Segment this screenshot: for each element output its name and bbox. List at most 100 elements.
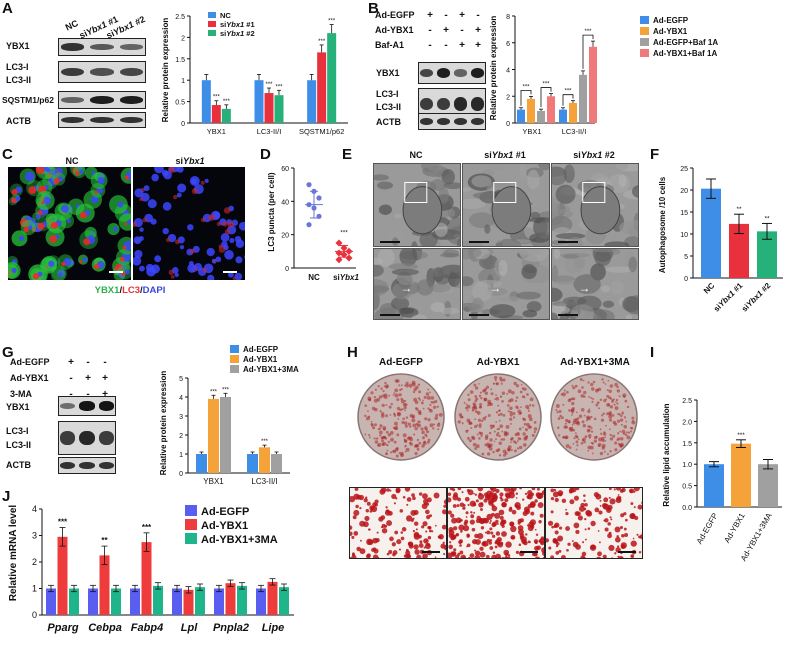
chart-f-y-tick-label: 20 [680,188,688,195]
chart-j-bar [214,588,224,615]
chart-f-y-tick-label: 5 [684,254,688,261]
panel-label-g: G [2,344,14,361]
chart-j-x-tick-label: Lpl [181,622,198,634]
y-axis-label: Relative protein expression [159,371,168,476]
western-blot-a-band [119,95,144,105]
tem-image-top-2 [462,163,550,247]
western-blot-a-band [119,43,144,51]
condition-mark: - [444,40,447,51]
western-blot-b-band [419,117,434,126]
condition-mark: + [102,373,108,384]
chart-i-y-tick-label: 0.0 [682,505,692,512]
chart-b-bar [547,96,555,123]
condition-mark: - [103,357,106,368]
chart-i-y-tick-label: 1.0 [682,462,692,469]
chart-a-bar [327,33,337,124]
western-blot-a-band [90,67,114,77]
chart-b-bar [517,109,525,123]
protein-label: YBX1 [6,41,30,51]
condition-mark: + [85,373,91,384]
chart-b-bar [527,98,535,123]
legend-label: siYbx1 #2 [220,29,255,38]
western-blot-b-band [436,97,451,111]
western-blot-b-band [470,97,485,111]
chart-f-y-tick-label: 10 [680,232,688,239]
chart-j-significance: ** [101,536,108,545]
western-blot-b-band [453,69,468,77]
chart-j: Relative mRNA level 0 1 2 3 4 *** Pparg ** Cebpa *… [8,504,294,634]
protein-label: YBX1 [6,402,30,412]
protein-label: LC3-II [376,102,401,112]
condition-mark: + [443,25,449,36]
chart-a-bar [317,52,327,123]
panel-c-legend: YBX1/LC3/DAPI [95,285,166,296]
y-axis-label: Autophagosome /10 cells [658,176,667,273]
chart-d-y-tick-label: 20 [281,233,289,240]
y-axis-label: LC3 puncta (per cell) [267,172,276,251]
chart-b-x-tick-label: YBX1 [522,127,541,136]
chart-d-y-tick-label: 40 [281,199,289,206]
condition-label: 3-MA [10,389,32,399]
svg-text:→: → [489,281,501,295]
chart-a-significance: *** [328,19,336,25]
condition-mark: + [68,357,74,368]
fluorescence-image-siybx1 [133,167,245,280]
chart-b-significance: *** [564,89,572,95]
tem-image-top-1 [373,163,461,247]
condition-label: Baf-A1 [375,40,404,50]
western-blot-b-band [453,117,468,126]
chart-j-bar [195,587,205,615]
chart-g-y-tick-label: 2 [179,433,183,440]
chart-j-x-tick-label: Pparg [47,622,78,634]
legend-swatch [208,12,216,18]
chart-i-bar [704,464,724,507]
y-axis-label: Relative lipid accumulation [662,403,671,506]
western-blot-b-band [419,68,434,78]
panel-g-conditions: Ad-EGFP + - - Ad-YBX1 - + +3-MA - - + [10,357,108,400]
panel-label-h: H [347,344,358,361]
chart-a-significance: *** [275,84,283,90]
condition-mark: - [86,357,89,368]
chart-j-bar [130,588,140,615]
chart-j-y-tick-label: 4 [32,504,37,514]
legend-label: Ad-YBX1 [201,520,248,532]
chart-i-y-tick-label: 2.0 [682,419,692,426]
chart-a: Relative protein expression 0 0.5 1 1.5 2 2.5 *… [161,11,348,136]
chart-a-bar [274,95,284,123]
chart-f-y-tick-label: 0 [684,276,688,283]
chart-a-significance: *** [265,82,273,88]
oil-red-stain-ad-ybx1-droplets [448,488,544,558]
western-blot-a-band [60,67,85,77]
chart-g-y-tick-label: 5 [179,376,183,383]
chart-i-x-tick-label: Ad-YBX1 [722,511,747,544]
panel-label-c: C [2,146,13,163]
chart-j-bar [172,588,182,615]
legend-label: Ad-YBX1 [653,27,688,36]
panel-g-protein-labels: YBX1 LC3-I LC3-II ACTB [6,402,31,470]
panel-label-j: J [2,488,11,505]
culture-dish-ad-ybx1-3ma [550,373,638,461]
stain-legend: YBX1/LC3/DAPI [95,285,166,296]
chart-d-y-tick-label: 60 [281,166,289,173]
chart-b-bracket [562,94,574,106]
chart-b-significance: *** [522,84,530,90]
chart-i-y-tick-label: 2.5 [682,398,692,405]
chart-d-x-tick-label: siYbx1 [333,273,359,282]
condition-mark: - [476,10,479,21]
protein-label: LC3-II [6,75,31,85]
image-title: siYbx1 #2 [573,150,615,160]
chart-a-x-tick-label: YBX1 [207,127,226,136]
chart-a-y-tick-label: 1 [181,78,185,85]
chart-f-x-tick-label: siYbx1 #1 [712,281,745,314]
chart-a-bar [264,93,274,123]
legend-swatch [185,533,197,544]
western-blot-b-band [436,117,451,126]
legend-swatch [208,30,216,36]
panel-c-titles: NC siYbx1 [66,156,205,166]
condition-label: Ad-YBX1 [10,373,49,383]
image-title: NC [66,156,79,166]
legend-label: Ad-YBX1+3MA [201,534,278,546]
chart-b-x-tick-label: LC3-II/I [562,127,587,136]
chart-a-bar [221,108,231,123]
oil-red-stain-ad-egfp-droplets [350,488,446,558]
